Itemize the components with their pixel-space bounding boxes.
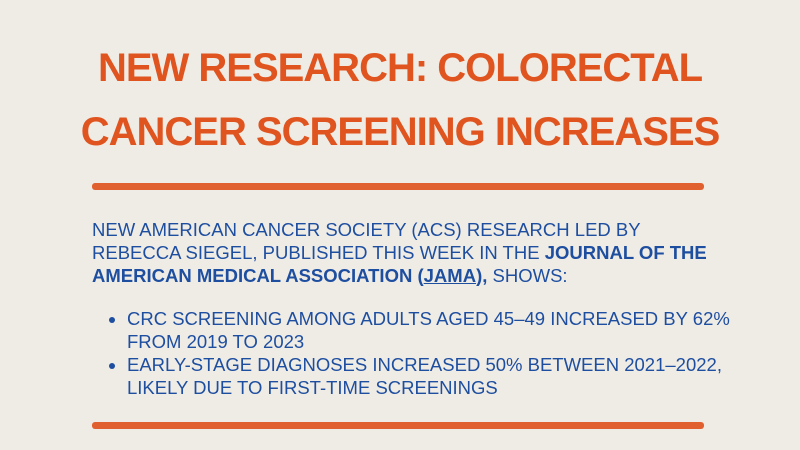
headline-line-2: CANCER SCREENING INCREASES [80, 110, 721, 154]
intro-paragraph: NEW AMERICAN CANCER SOCIETY (ACS) RESEAR… [92, 219, 707, 286]
findings-list: CRC SCREENING AMONG ADULTS AGED 45–49 IN… [92, 307, 747, 399]
list-item: CRC SCREENING AMONG ADULTS AGED 45–49 IN… [127, 307, 747, 353]
headline-line-1: NEW RESEARCH: COLORECTAL [97, 46, 703, 90]
top-divider [92, 183, 704, 190]
bottom-divider [92, 422, 704, 429]
jama-link[interactable]: JAMA [423, 265, 477, 286]
journal-name: JOURNAL OF THE AMERICAN MEDICAL ASSOCIAT… [92, 242, 707, 286]
list-item: EARLY-STAGE DIAGNOSES INCREASED 50% BETW… [127, 353, 747, 399]
